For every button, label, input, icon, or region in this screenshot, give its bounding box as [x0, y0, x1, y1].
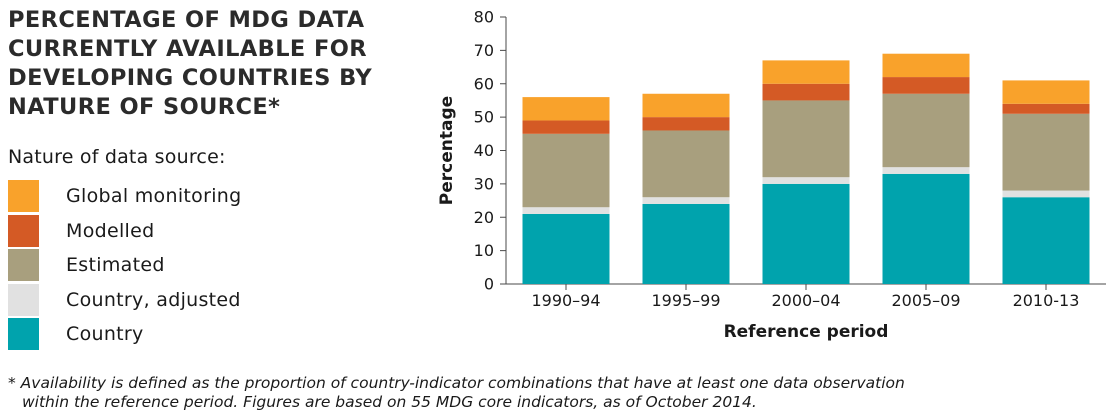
legend-item-modelled: Modelled [8, 214, 308, 247]
x-tick-label: 1995–99 [651, 291, 720, 310]
legend-swatch [8, 318, 39, 350]
y-tick-label: 50 [474, 108, 494, 127]
bar-segment-estimated [642, 130, 730, 198]
bar-segment-global-monitoring [1002, 80, 1090, 104]
chart-title-line: NATURE OF SOURCE* [8, 94, 281, 120]
legend-label: Global monitoring [66, 185, 242, 207]
footnote-line: within the reference period. Figures are… [22, 393, 757, 411]
bar-segment-global-monitoring [642, 93, 730, 118]
bar-segment-global-monitoring [522, 97, 610, 121]
bar-segment-country [522, 213, 610, 284]
bar-segment-country-adjusted [762, 177, 850, 184]
y-tick-label: 20 [474, 208, 494, 227]
legend-label: Country [66, 323, 144, 345]
legend-swatch [8, 249, 39, 281]
bar-segment-country [762, 183, 850, 284]
y-tick-label: 80 [474, 8, 494, 27]
legend-label: Country, adjusted [66, 288, 241, 311]
bar-segment-country-adjusted [1002, 190, 1090, 198]
y-tick-label: 0 [484, 275, 494, 294]
y-axis-title: Percentage [437, 96, 457, 205]
stacked-bar-chart: 0 10 20 30 40 50 60 70 80 1990–94 1995–99 2000–04 20… [437, 8, 1106, 342]
chart-title-line: DEVELOPING COUNTRIES BY [8, 65, 373, 91]
bar-segment-country-adjusted [642, 197, 730, 204]
legend-item-global-monitoring: Global monitoring [8, 180, 308, 212]
chart-title-line: CURRENTLY AVAILABLE FOR [8, 36, 367, 62]
bar-segment-modelled [522, 120, 610, 134]
y-tick-label: 30 [474, 174, 494, 193]
legend-heading: Nature of data source: [8, 146, 226, 168]
legend-swatch [8, 180, 39, 212]
bar-segment-modelled [1002, 103, 1090, 114]
x-tick-label: 1990–94 [531, 291, 600, 310]
chart-title: PERCENTAGE OF MDG DATA CURRENTLY AVAILAB… [8, 6, 408, 122]
y-tick-label: 70 [474, 41, 494, 60]
bar-segment-global-monitoring [882, 53, 970, 78]
y-tick-label: 60 [474, 74, 494, 93]
bar-segment-estimated [522, 133, 610, 208]
legend-item-estimated: Estimated [8, 249, 308, 281]
bar-segment-global-monitoring [762, 60, 850, 84]
legend-item-country-adjusted: Country, adjusted [8, 283, 308, 316]
bar-segment-country-adjusted [882, 167, 970, 174]
legend-swatch [8, 214, 39, 247]
x-tick-label: 2000–04 [771, 291, 840, 310]
footnote-line: * Availability is defined as the proport… [8, 374, 905, 392]
x-axis-title: Reference period [724, 322, 889, 342]
bar-segment-estimated [1002, 113, 1090, 191]
bar-segment-estimated [762, 100, 850, 178]
x-tick-label: 2010-13 [1013, 291, 1080, 310]
footnote: * Availability is defined as the proport… [8, 374, 905, 412]
bar-segment-country [1002, 197, 1090, 284]
y-tick-label: 10 [474, 241, 494, 260]
bar-segment-modelled [642, 117, 730, 131]
bar-segment-country [882, 173, 970, 284]
bar-segment-country [642, 203, 730, 284]
legend-label: Modelled [66, 219, 155, 242]
legend-item-country: Country [8, 318, 308, 350]
x-tick-label: 2005–09 [891, 291, 960, 310]
bar-segment-country-adjusted [522, 207, 610, 214]
bar-segment-modelled [762, 83, 850, 101]
bar-segment-estimated [882, 93, 970, 168]
chart-title-line: PERCENTAGE OF MDG DATA [8, 7, 365, 33]
y-tick-label: 40 [474, 141, 494, 160]
legend-label: Estimated [66, 254, 165, 276]
bar-segment-modelled [882, 77, 970, 94]
legend-swatch [8, 283, 39, 316]
